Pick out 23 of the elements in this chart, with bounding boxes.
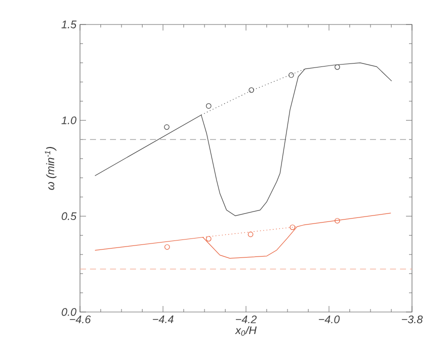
y-axis-title: ω (min$^{-1}$) [44,146,56,190]
point [334,64,340,70]
point [248,87,254,93]
point [248,232,254,238]
line-series [94,212,392,259]
y-tick-label: 1.0 [62,116,76,124]
point [288,72,294,78]
y-tick-label: 0.0 [62,308,76,316]
x-tick-label: −4.0 [318,316,340,324]
y-tick-label: 0.5 [62,212,77,220]
point [334,218,340,224]
point [206,103,212,109]
x-tick-label: −4.4 [152,316,174,324]
x-axis-title: x$_{0}$/H [234,326,257,336]
line-series [94,62,392,216]
y-tick-label: 1.5 [62,20,77,28]
x-tick-label: −3.8 [402,316,423,324]
point [164,244,170,250]
x-tick-label: −4.6 [70,316,91,324]
point [164,124,170,130]
point [290,224,296,230]
x-tick-label: −4.2 [236,316,257,324]
point [206,236,212,242]
